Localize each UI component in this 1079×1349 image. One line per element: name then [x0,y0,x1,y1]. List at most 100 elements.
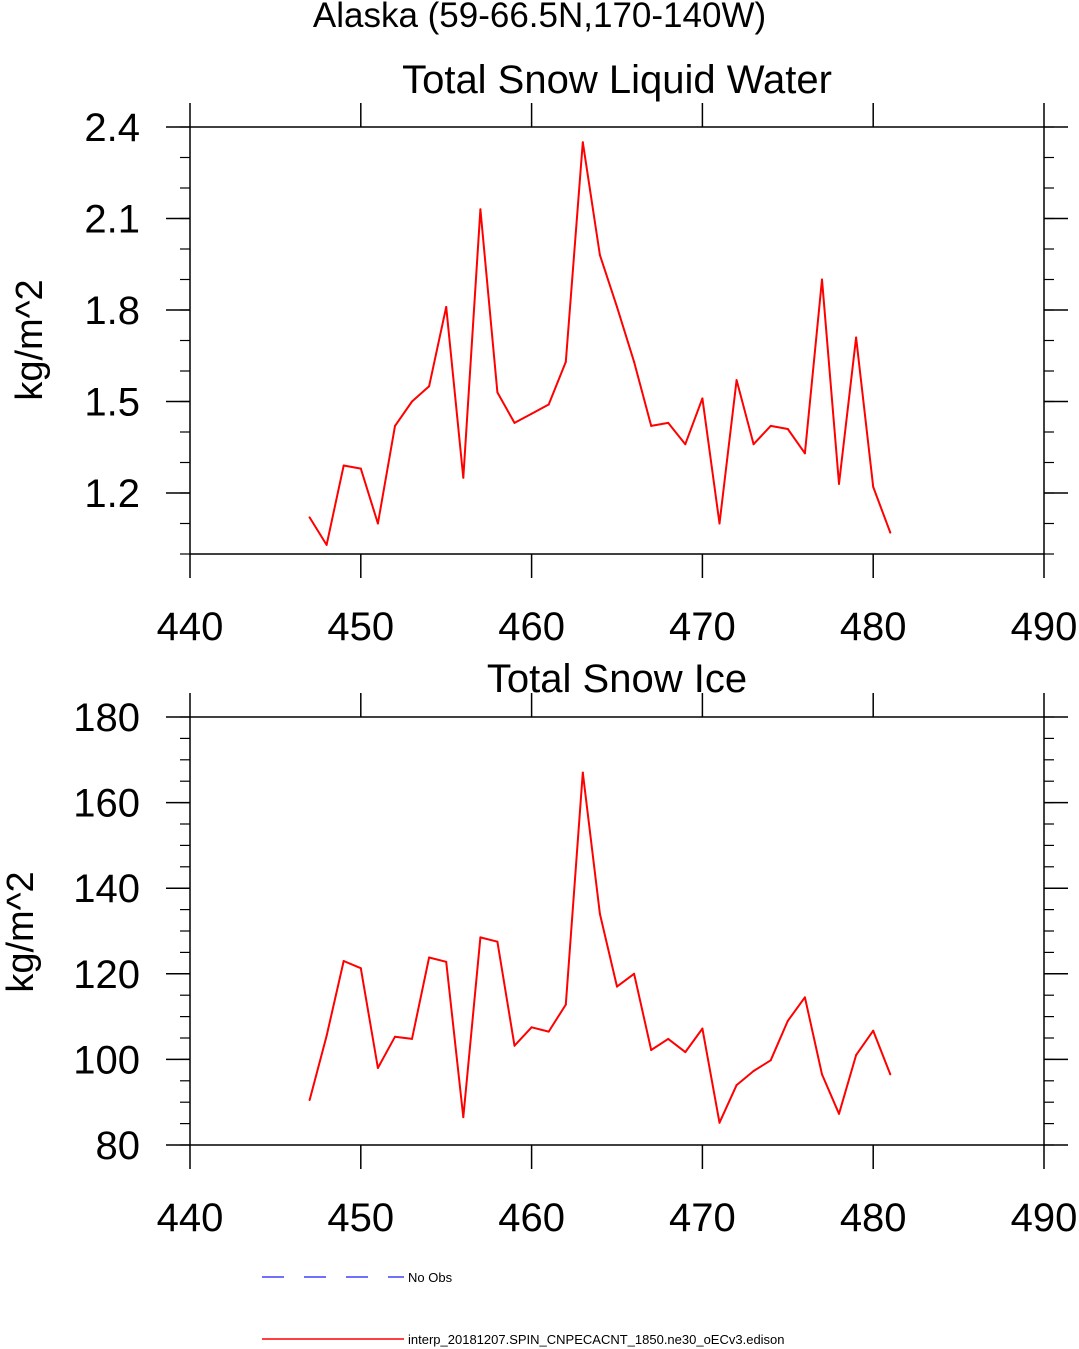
data-point [564,360,567,363]
panel-title-liquid: Total Snow Liquid Water [402,58,832,102]
data-point [479,208,482,211]
data-point [838,482,841,485]
data-point [684,443,687,446]
chart-panel-snow-ice: 440 450 460 470 480 490 80 100 120 140 160 180 [73,693,1077,1240]
data-point [376,1066,379,1069]
data-point [325,543,328,546]
data-point [376,522,379,525]
plot-frame [189,716,1045,1146]
data-point [616,985,618,988]
data-point [581,141,584,144]
data-point [701,1027,704,1030]
data-point [325,1034,328,1037]
y-tick-label: 160 [73,782,140,826]
data-point [598,912,601,915]
data-point [547,403,550,406]
data-point [718,522,721,525]
data-point [855,336,858,339]
data-point [428,956,431,959]
data-point [701,397,704,400]
data-point [650,424,653,427]
data-point [735,379,738,382]
x-tick-label: 450 [327,1196,394,1240]
data-point [496,940,499,943]
x-tick-label: 480 [840,605,907,649]
data-point [684,1051,687,1054]
legend: No Obs interp_20181207.SPIN_CNPECACNT_18… [262,1270,785,1347]
data-point [786,1019,789,1022]
data-point [769,1059,772,1062]
data-point [393,424,396,427]
data-point [564,1003,567,1006]
data-point [667,1037,670,1040]
legend-label-no-obs: No Obs [408,1270,453,1285]
data-point [411,400,414,403]
y-tick-label: 1.5 [84,381,140,425]
data-point [889,531,892,534]
data-point [530,1026,533,1029]
panel-title-ice: Total Snow Ice [486,657,748,701]
x-tick-label: 440 [157,1196,224,1240]
data-point [889,1073,892,1076]
y-tick-label: 1.8 [84,289,140,333]
series-line [308,141,892,546]
data-point [855,1054,858,1057]
data-point [359,467,362,470]
plot-frame [189,126,1045,555]
x-tick-label: 480 [840,1196,907,1240]
data-point [445,305,448,308]
data-point [462,1116,465,1119]
main-title: Alaska (59-66.5N,170-140W) [312,0,767,35]
x-tick-label: 490 [1011,605,1078,649]
data-point [530,412,533,415]
data-point [359,967,362,970]
y-tick-label: 100 [73,1038,140,1082]
data-point [513,1044,516,1047]
x-tick-label: 470 [669,1196,736,1240]
data-point [752,443,755,446]
data-point [308,1099,311,1102]
data-point [803,996,806,999]
y-tick-label: 80 [96,1124,141,1168]
data-point [718,1121,721,1124]
data-point [581,771,584,774]
data-point [735,1084,738,1087]
data-point [598,254,601,257]
y-tick-label: 2.4 [84,106,140,150]
series-line [308,771,892,1124]
legend-label-model: interp_20181207.SPIN_CNPECACNT_1850.ne30… [408,1332,785,1347]
data-point [616,305,618,308]
data-point [803,452,806,455]
data-point [513,421,516,424]
data-point [479,936,482,939]
x-tick-label: 440 [157,605,224,649]
data-point [820,1073,823,1076]
data-point [820,278,823,281]
data-point [786,427,789,430]
data-point [342,464,345,467]
y-tick-label: 120 [73,953,140,997]
data-point [650,1048,653,1051]
data-point [633,972,636,975]
data-point [393,1035,396,1038]
data-point [838,1112,841,1115]
x-tick-label: 450 [327,605,394,649]
chart-panel-liquid-water: 440 450 460 470 480 490 1.2 1.5 1.8 2.1 2.4 [84,103,1077,649]
data-point [872,485,875,488]
data-point [496,391,499,394]
data-point [445,960,448,963]
y-tick-label: 180 [73,696,140,740]
data-point [872,1029,875,1032]
data-point [308,516,311,519]
x-tick-label: 460 [498,605,565,649]
data-point [342,959,345,962]
data-point [752,1069,755,1072]
data-point [462,476,465,479]
data-point [411,1037,414,1040]
data-point [428,385,431,388]
data-point [633,360,636,363]
x-tick-label: 470 [669,605,736,649]
data-point [667,421,670,424]
y-tick-label: 140 [73,867,140,911]
